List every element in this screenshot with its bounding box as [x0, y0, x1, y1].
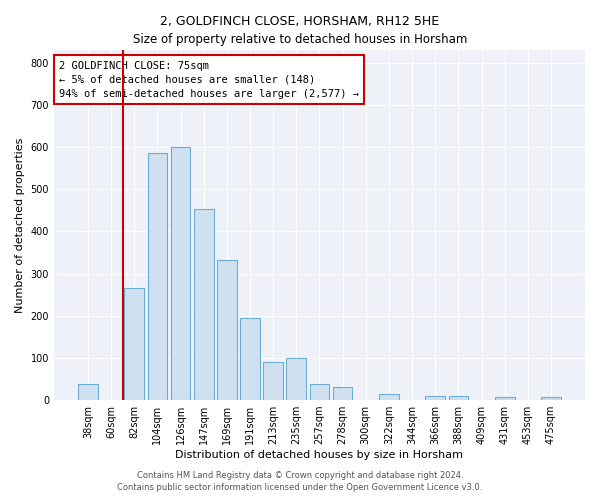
Bar [263, 362, 283, 400]
Y-axis label: Number of detached properties: Number of detached properties [15, 138, 25, 312]
Bar [217, 260, 236, 400]
Bar [333, 386, 352, 400]
Bar [170, 147, 190, 400]
Bar [240, 318, 260, 400]
Bar [78, 384, 98, 400]
Bar [425, 396, 445, 400]
Bar [495, 396, 515, 400]
Bar [124, 288, 144, 400]
Bar [286, 358, 306, 400]
Text: Size of property relative to detached houses in Horsham: Size of property relative to detached ho… [133, 32, 467, 46]
Bar [541, 396, 561, 400]
Bar [194, 210, 214, 400]
Bar [148, 154, 167, 400]
Bar [449, 396, 468, 400]
Text: Contains HM Land Registry data © Crown copyright and database right 2024.
Contai: Contains HM Land Registry data © Crown c… [118, 471, 482, 492]
Text: 2, GOLDFINCH CLOSE, HORSHAM, RH12 5HE: 2, GOLDFINCH CLOSE, HORSHAM, RH12 5HE [160, 15, 440, 28]
Bar [379, 394, 399, 400]
Bar [310, 384, 329, 400]
Text: 2 GOLDFINCH CLOSE: 75sqm
← 5% of detached houses are smaller (148)
94% of semi-d: 2 GOLDFINCH CLOSE: 75sqm ← 5% of detache… [59, 60, 359, 98]
X-axis label: Distribution of detached houses by size in Horsham: Distribution of detached houses by size … [175, 450, 463, 460]
